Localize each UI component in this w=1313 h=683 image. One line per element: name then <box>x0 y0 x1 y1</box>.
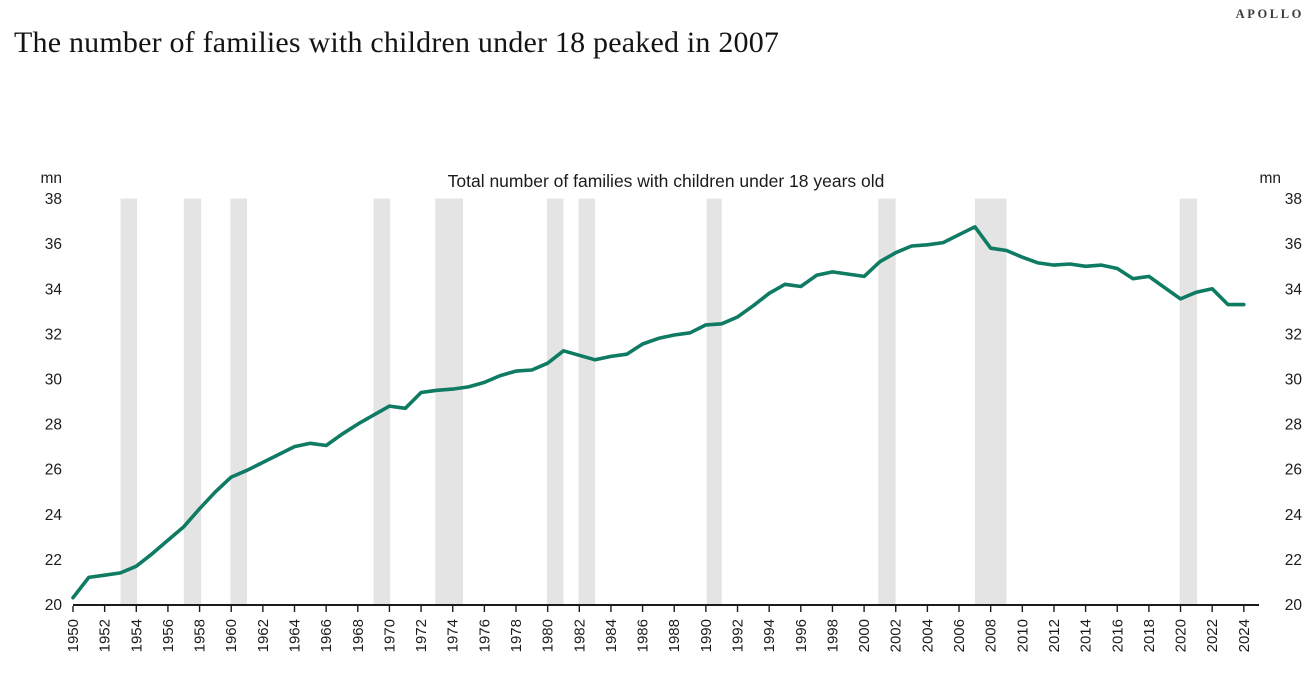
y-axis-label-left: 28 <box>45 417 62 434</box>
x-axis-label: 1966 <box>318 619 335 652</box>
x-axis-label: 1950 <box>65 619 82 652</box>
y-axis-label-left: 20 <box>45 597 63 614</box>
recession-band <box>974 198 1007 605</box>
x-axis-label: 1992 <box>730 619 747 652</box>
x-axis-label: 2010 <box>1014 619 1031 652</box>
x-axis-label: 1952 <box>97 619 114 652</box>
y-axis-label-left: 36 <box>45 236 62 253</box>
y-axis-label-right: 20 <box>1285 597 1303 614</box>
recession-band <box>120 198 138 605</box>
x-axis-label: 2018 <box>1141 619 1158 652</box>
chart-subtitle: Total number of families with children u… <box>448 171 885 191</box>
recession-band <box>435 198 463 605</box>
x-axis-label: 2002 <box>888 619 905 652</box>
recession-band <box>546 198 564 605</box>
x-axis-label: 1988 <box>666 619 683 652</box>
chart-plot-area: 1950 1952 1954 1956 1958 1960 1962 1964 1966 1968… <box>45 191 1303 652</box>
x-axis-label: 1968 <box>350 619 367 652</box>
y-axis-label-right: 30 <box>1285 372 1303 389</box>
x-axis-label: 2000 <box>856 619 873 652</box>
y-axis-label-left: 24 <box>45 507 63 524</box>
y-axis-label-right: 34 <box>1285 281 1303 298</box>
x-axis-label: 1980 <box>540 619 557 652</box>
x-axis-label: 1976 <box>476 619 493 652</box>
y-axis-label-right: 26 <box>1285 462 1302 479</box>
y-axis-unit-left: mn <box>40 170 62 187</box>
x-axis-label: 1962 <box>255 619 272 652</box>
x-axis-label: 2004 <box>919 619 936 652</box>
x-axis-label: 1986 <box>635 619 652 652</box>
recession-band <box>706 198 722 605</box>
x-axis-label: 1958 <box>192 619 209 652</box>
x-axis-label: 1964 <box>287 619 304 652</box>
x-axis-label: 1984 <box>603 619 620 652</box>
y-axis-label-right: 38 <box>1285 191 1302 208</box>
x-axis-label: 1954 <box>128 619 145 652</box>
recession-band <box>373 198 391 605</box>
x-axis-label: 2008 <box>983 619 1000 652</box>
apollo-logo: APOLLO <box>1235 7 1304 21</box>
x-axis-label: 1960 <box>223 619 240 652</box>
y-axis-label-left: 22 <box>45 552 62 569</box>
x-axis-label: 1974 <box>445 619 462 652</box>
x-axis-label: 1982 <box>571 619 588 652</box>
x-axis-label: 2022 <box>1204 619 1221 652</box>
y-axis-label-right: 32 <box>1285 326 1302 343</box>
y-axis-label-right: 22 <box>1285 552 1302 569</box>
x-axis-label: 2012 <box>1046 619 1063 652</box>
page-title: The number of families with children und… <box>14 26 780 59</box>
data-series-line <box>71 225 1246 600</box>
x-axis-label: 2020 <box>1173 619 1190 652</box>
recession-band <box>878 198 896 605</box>
x-axis-label: 2024 <box>1236 619 1253 652</box>
x-axis-label: 1994 <box>761 619 778 652</box>
y-axis-label-right: 28 <box>1285 417 1302 434</box>
x-axis-label: 2016 <box>1109 619 1126 652</box>
x-axis-label: 1998 <box>824 619 841 652</box>
y-axis-label-left: 38 <box>45 191 62 208</box>
x-axis-line <box>73 604 1259 606</box>
x-axis-label: 2014 <box>1078 619 1095 652</box>
x-axis-label: 1996 <box>793 619 810 652</box>
x-axis-label: 2006 <box>951 619 968 652</box>
y-axis-label-right: 24 <box>1285 507 1303 524</box>
x-axis-label: 1972 <box>413 619 430 652</box>
y-axis-label-left: 30 <box>45 372 63 389</box>
x-axis-label: 1956 <box>160 619 177 652</box>
x-axis-label: 1970 <box>381 619 398 652</box>
y-axis-label-right: 36 <box>1285 236 1302 253</box>
recession-band <box>183 198 202 605</box>
recession-band <box>578 198 596 605</box>
y-axis-label-left: 32 <box>45 326 62 343</box>
y-axis-unit-right: mn <box>1259 170 1281 187</box>
y-axis-label-left: 26 <box>45 462 62 479</box>
x-axis-label: 1978 <box>508 619 525 652</box>
recession-band <box>1179 198 1198 605</box>
recession-band <box>230 198 247 605</box>
x-axis-label: 1990 <box>698 619 715 652</box>
y-axis-label-left: 34 <box>45 281 63 298</box>
